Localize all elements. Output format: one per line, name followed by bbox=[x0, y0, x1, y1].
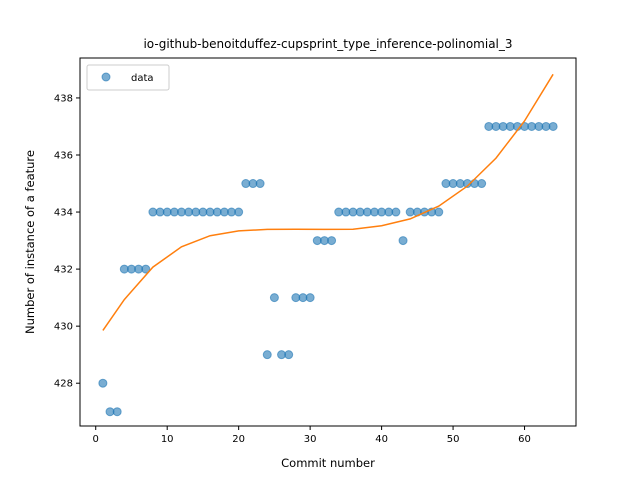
data-point bbox=[305, 293, 315, 303]
data-point bbox=[141, 264, 151, 274]
plot-area bbox=[98, 73, 558, 417]
y-tick-label: 430 bbox=[54, 322, 73, 333]
legend-box bbox=[86, 64, 170, 91]
data-point bbox=[255, 179, 265, 189]
x-tick-label: 40 bbox=[375, 434, 388, 445]
data-point bbox=[548, 121, 558, 131]
chart-title: io-github-benoitduffez-cupsprint_type_in… bbox=[143, 37, 512, 51]
y-tick-label: 432 bbox=[54, 265, 73, 276]
data-point bbox=[98, 378, 108, 388]
data-point bbox=[262, 350, 272, 360]
data-point bbox=[434, 207, 444, 217]
y-axis-label: Number of instance of a feature bbox=[23, 150, 37, 334]
legend: data bbox=[86, 64, 170, 91]
legend-label-data: data bbox=[131, 73, 154, 84]
axis-ticks: 0 10 20 30 40 50 60 428 430 432 434 436 438 bbox=[54, 93, 531, 445]
y-tick-label: 438 bbox=[54, 93, 73, 104]
fit-curve bbox=[102, 73, 554, 331]
x-tick-label: 20 bbox=[232, 434, 245, 445]
data-point bbox=[391, 207, 401, 217]
x-tick-label: 60 bbox=[518, 434, 531, 445]
data-point bbox=[112, 407, 122, 417]
x-tick-label: 10 bbox=[161, 434, 174, 445]
y-tick-label: 434 bbox=[54, 208, 73, 219]
plot-frame bbox=[79, 57, 577, 427]
data-point bbox=[284, 350, 294, 360]
data-point bbox=[234, 207, 244, 217]
x-axis-label: Commit number bbox=[281, 456, 375, 470]
x-tick-label: 0 bbox=[93, 434, 99, 445]
y-tick-label: 428 bbox=[54, 379, 73, 390]
x-tick-label: 30 bbox=[304, 434, 317, 445]
legend-marker-data bbox=[101, 72, 111, 82]
data-point bbox=[477, 179, 487, 189]
data-point bbox=[398, 236, 408, 246]
y-tick-label: 436 bbox=[54, 150, 73, 161]
data-point bbox=[269, 293, 279, 303]
data-point bbox=[327, 236, 337, 246]
x-tick-label: 50 bbox=[447, 434, 460, 445]
